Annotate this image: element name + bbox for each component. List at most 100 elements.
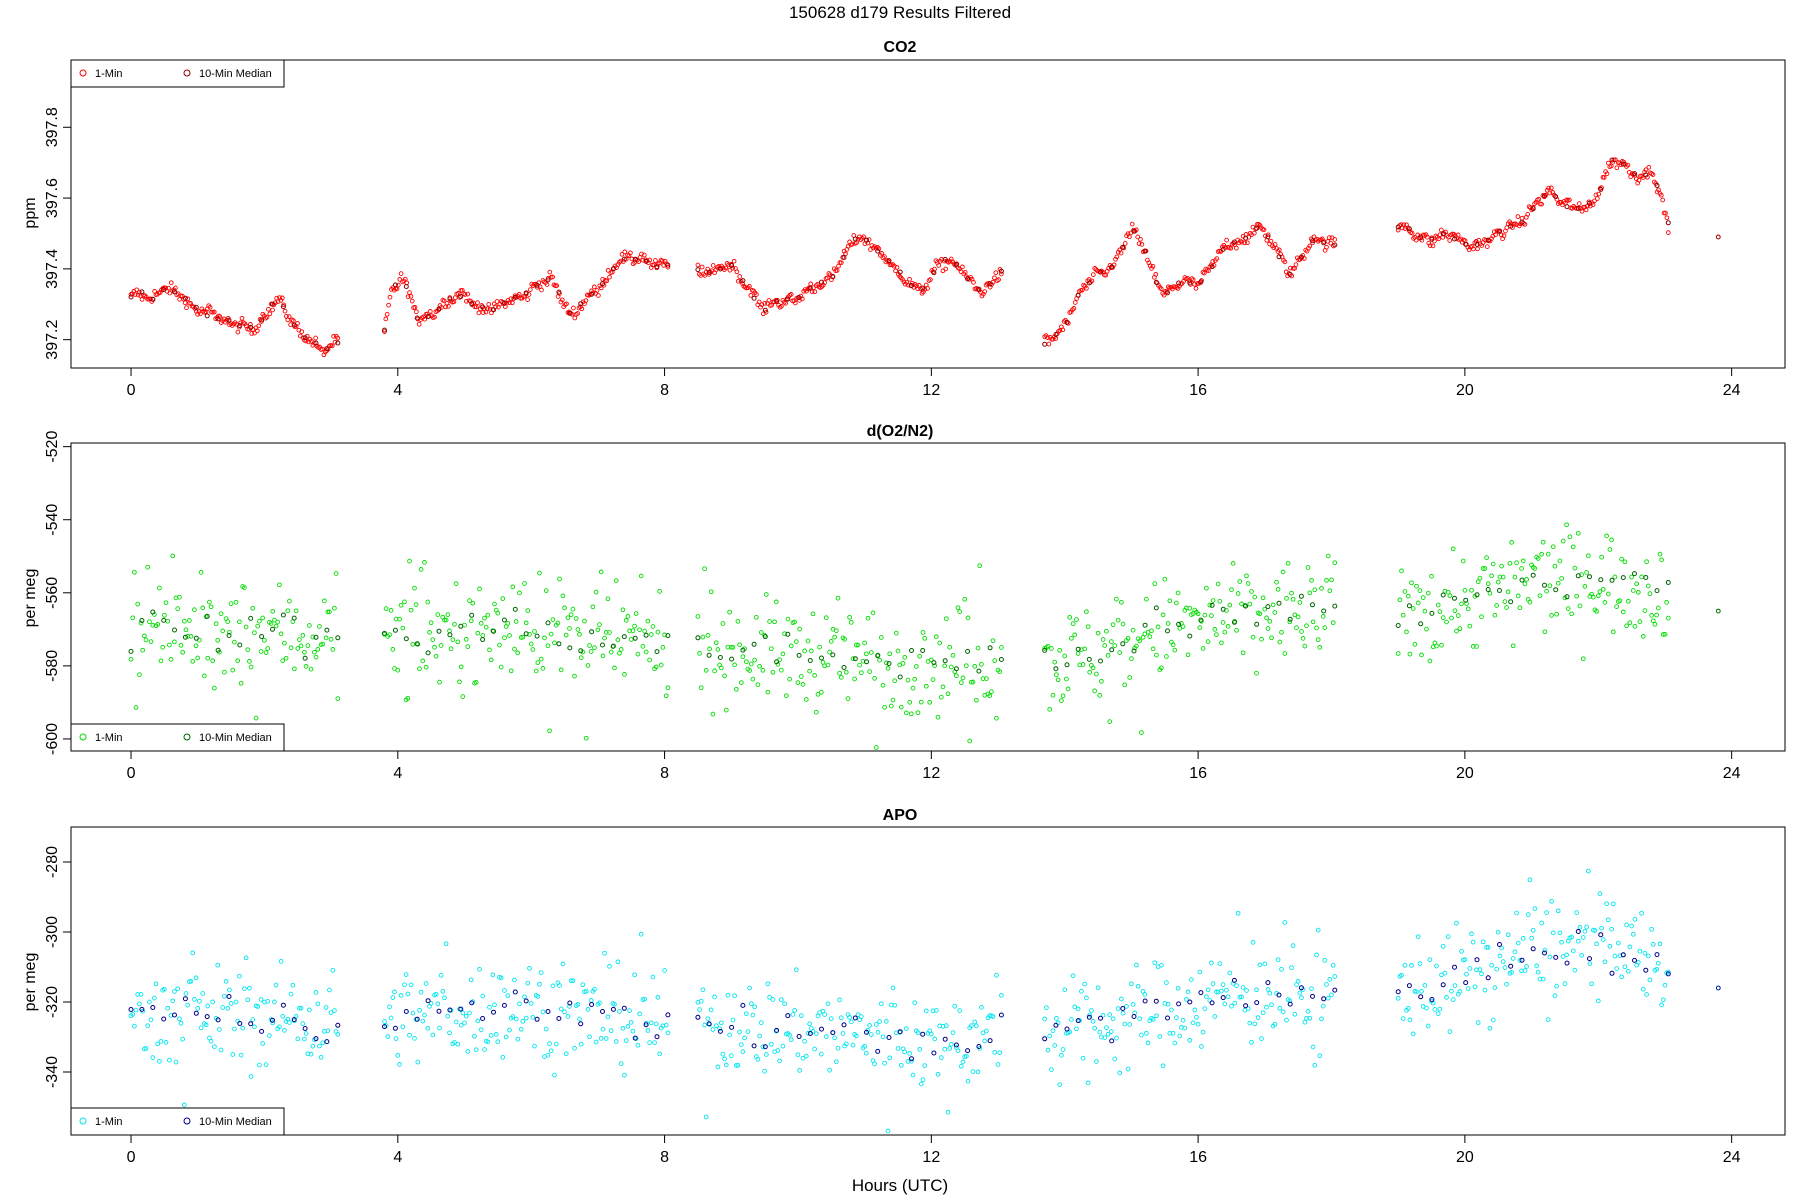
co2-point-1min bbox=[1068, 309, 1074, 315]
o2n2-point-1min bbox=[1475, 579, 1481, 585]
co2-point-median bbox=[1395, 224, 1401, 230]
apo-point-1min bbox=[248, 1074, 254, 1079]
apo-point-1min bbox=[862, 1044, 867, 1049]
o2n2-point-1min bbox=[1610, 629, 1616, 635]
co2-point-median bbox=[1643, 172, 1649, 178]
o2n2-point-1min bbox=[1535, 556, 1541, 561]
apo-point-1min bbox=[1485, 945, 1491, 950]
apo-point-1min bbox=[722, 1056, 727, 1062]
apo-point-1min bbox=[1210, 981, 1216, 987]
o2n2-point-median bbox=[643, 632, 649, 638]
co2-point-median bbox=[335, 340, 341, 346]
o2n2-point-1min bbox=[613, 578, 619, 583]
apo-point-1min bbox=[212, 1044, 217, 1050]
apo-point-1min bbox=[405, 991, 411, 997]
o2n2-point-1min bbox=[1327, 588, 1333, 594]
apo-point-1min bbox=[1319, 1016, 1324, 1022]
apo-point-1min bbox=[710, 1027, 716, 1032]
co2-point-1min bbox=[1214, 256, 1220, 261]
o2n2-point-1min bbox=[1090, 665, 1096, 671]
o2n2-point-1min bbox=[1664, 600, 1669, 605]
o2n2-point-1min bbox=[383, 606, 389, 611]
apo-point-1min bbox=[738, 1042, 744, 1047]
apo-point-1min bbox=[1249, 1039, 1254, 1045]
o2n2-point-1min bbox=[407, 558, 412, 564]
o2n2-point-1min bbox=[320, 641, 326, 647]
apo-point-1min bbox=[665, 1030, 671, 1036]
apo-point-1min bbox=[147, 999, 152, 1005]
o2n2-point-1min bbox=[655, 629, 661, 635]
o2n2-point-1min bbox=[895, 648, 901, 654]
apo-point-1min bbox=[915, 1030, 921, 1035]
o2n2-point-1min bbox=[1267, 618, 1273, 624]
apo-point-1min bbox=[1280, 1009, 1286, 1015]
apo-point-1min bbox=[155, 1041, 161, 1047]
o2n2-point-1min bbox=[885, 666, 891, 671]
o2n2-point-1min bbox=[460, 694, 466, 699]
apo-point-1min bbox=[1209, 960, 1214, 966]
co2-x-tick-label: 20 bbox=[1456, 382, 1474, 399]
apo-point-1min bbox=[635, 1042, 641, 1048]
o2n2-point-median bbox=[976, 668, 982, 674]
apo-point-1min bbox=[920, 1077, 926, 1083]
apo-point-1min bbox=[282, 1028, 287, 1033]
apo-point-1min bbox=[812, 1046, 817, 1052]
o2n2-point-1min bbox=[1655, 605, 1661, 611]
apo-point-1min bbox=[1240, 985, 1246, 990]
apo-point-1min bbox=[1080, 1055, 1086, 1061]
o2n2-point-1min bbox=[1490, 561, 1496, 567]
co2-point-median bbox=[1042, 341, 1048, 347]
apo-point-1min bbox=[1629, 923, 1634, 929]
apo-point-1min bbox=[765, 981, 771, 987]
apo-point-1min bbox=[1097, 1029, 1103, 1035]
apo-point-median bbox=[1395, 989, 1401, 995]
apo-point-1min bbox=[208, 1038, 214, 1044]
o2n2-point-1min bbox=[1514, 560, 1519, 566]
o2n2-x-tick-label: 8 bbox=[660, 765, 669, 782]
apo-point-1min bbox=[1547, 954, 1553, 960]
o2n2-point-1min bbox=[550, 617, 556, 622]
o2n2-point-1min bbox=[158, 658, 164, 664]
o2n2-x-tick-label: 16 bbox=[1189, 765, 1207, 782]
apo-point-1min bbox=[1605, 917, 1611, 923]
o2n2-point-1min bbox=[1325, 553, 1331, 559]
apo-point-median bbox=[1497, 942, 1502, 947]
co2-point-1min bbox=[329, 343, 335, 349]
apo-point-median bbox=[302, 1026, 308, 1031]
o2n2-point-1min bbox=[1172, 647, 1178, 653]
o2n2-point-1min bbox=[658, 662, 664, 668]
apo-point-1min bbox=[182, 1102, 187, 1108]
apo-point-1min bbox=[872, 1061, 877, 1067]
apo-point-1min bbox=[1112, 1056, 1118, 1062]
o2n2-point-1min bbox=[1309, 578, 1314, 583]
apo-point-1min bbox=[218, 1047, 224, 1053]
apo-point-1min bbox=[420, 1018, 426, 1024]
o2n2-point-1min bbox=[823, 615, 829, 621]
apo-point-1min bbox=[1614, 966, 1619, 971]
apo-point-1min bbox=[1637, 948, 1643, 954]
apo-x-tick-label: 4 bbox=[393, 1149, 402, 1166]
apo-point-1min bbox=[193, 975, 199, 981]
apo-point-1min bbox=[465, 1049, 471, 1054]
o2n2-point-1min bbox=[1317, 645, 1323, 650]
apo-point-1min bbox=[1049, 1067, 1054, 1072]
co2-point-median bbox=[1654, 183, 1660, 188]
co2-point-median bbox=[1254, 225, 1260, 231]
apo-point-1min bbox=[882, 1060, 887, 1066]
o2n2-point-1min bbox=[743, 659, 749, 665]
o2n2-point-1min bbox=[405, 695, 411, 701]
o2n2-point-1min bbox=[465, 644, 471, 649]
o2n2-point-1min bbox=[193, 643, 199, 649]
co2-point-1min bbox=[1579, 208, 1585, 214]
apo-point-1min bbox=[392, 989, 397, 995]
o2n2-point-1min bbox=[595, 627, 601, 633]
o2n2-point-median bbox=[852, 656, 858, 662]
apo-point-1min bbox=[1220, 982, 1226, 987]
o2n2-point-median bbox=[717, 655, 723, 660]
o2n2-point-1min bbox=[765, 689, 771, 695]
co2-point-1min bbox=[1079, 287, 1085, 293]
o2n2-point-1min bbox=[192, 607, 197, 613]
o2n2-point-1min bbox=[512, 646, 517, 652]
o2n2-point-1min bbox=[920, 630, 926, 635]
apo-point-1min bbox=[1327, 977, 1333, 982]
